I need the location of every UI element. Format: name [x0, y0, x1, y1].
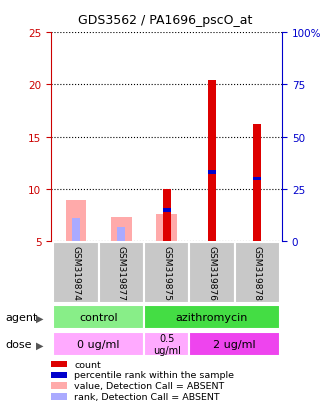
- Text: GSM319876: GSM319876: [208, 246, 216, 300]
- Bar: [144, 306, 280, 329]
- Text: GSM319875: GSM319875: [162, 246, 171, 300]
- Text: GSM319877: GSM319877: [117, 246, 126, 300]
- Bar: [111, 218, 132, 242]
- Bar: [53, 332, 144, 356]
- Text: value, Detection Call = ABSENT: value, Detection Call = ABSENT: [74, 381, 224, 390]
- Bar: [117, 227, 125, 242]
- Bar: [99, 242, 144, 304]
- Text: azithromycin: azithromycin: [176, 312, 248, 323]
- Bar: [253, 177, 261, 181]
- Text: 0.5
ug/ml: 0.5 ug/ml: [153, 333, 181, 355]
- Text: GSM319878: GSM319878: [253, 246, 262, 300]
- Bar: [72, 218, 80, 242]
- Bar: [66, 201, 86, 242]
- Bar: [53, 306, 144, 329]
- Text: 0 ug/ml: 0 ug/ml: [78, 339, 120, 349]
- Bar: [156, 214, 177, 242]
- Text: 2 ug/ml: 2 ug/ml: [213, 339, 256, 349]
- Text: count: count: [74, 360, 101, 369]
- Bar: [189, 332, 280, 356]
- Bar: [253, 125, 261, 242]
- Bar: [208, 81, 216, 242]
- Bar: [163, 209, 171, 212]
- Bar: [144, 242, 189, 304]
- Text: ▶: ▶: [36, 313, 43, 323]
- Bar: [163, 210, 171, 242]
- Text: percentile rank within the sample: percentile rank within the sample: [74, 370, 234, 380]
- Text: agent: agent: [5, 313, 37, 323]
- Text: dose: dose: [5, 339, 31, 349]
- Bar: [189, 242, 235, 304]
- Text: GDS3562 / PA1696_pscO_at: GDS3562 / PA1696_pscO_at: [78, 14, 252, 27]
- Text: control: control: [80, 312, 118, 323]
- Bar: [53, 242, 99, 304]
- Text: ▶: ▶: [36, 339, 43, 349]
- Text: rank, Detection Call = ABSENT: rank, Detection Call = ABSENT: [74, 392, 220, 401]
- Bar: [163, 190, 171, 242]
- Bar: [208, 171, 216, 175]
- Text: GSM319874: GSM319874: [72, 246, 81, 300]
- Bar: [235, 242, 280, 304]
- Bar: [144, 332, 189, 356]
